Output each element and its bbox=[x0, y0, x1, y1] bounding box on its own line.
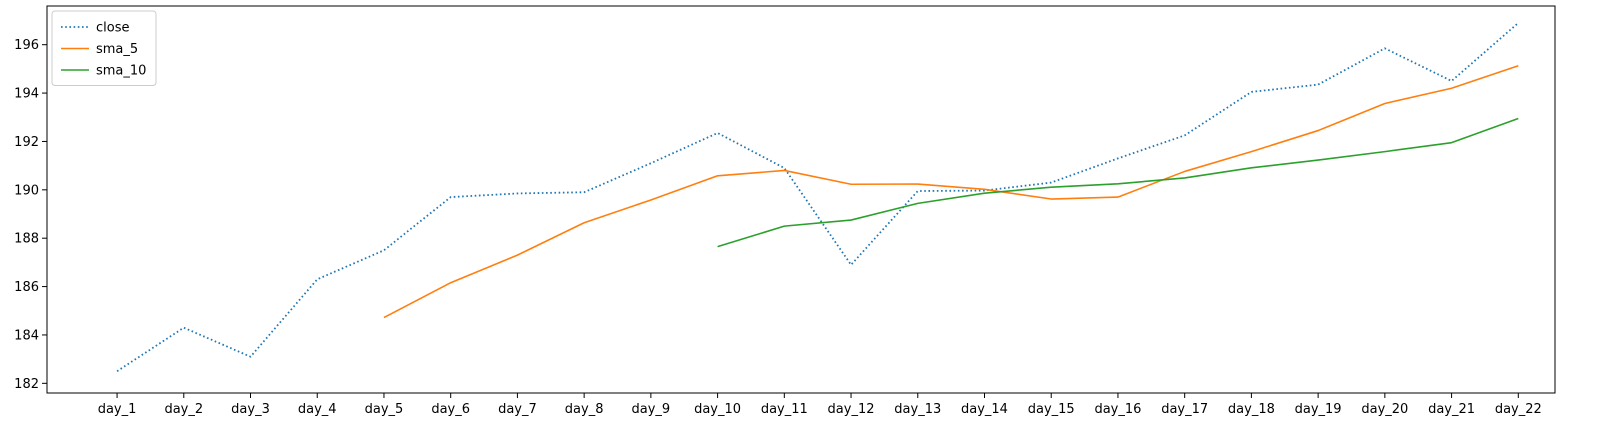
x-tick-label: day_3 bbox=[231, 402, 270, 417]
x-tick-label: day_15 bbox=[1028, 402, 1075, 417]
x-tick-label: day_4 bbox=[298, 402, 337, 417]
x-tick-label: day_21 bbox=[1428, 402, 1475, 417]
x-tick-label: day_2 bbox=[164, 402, 203, 417]
x-axis: day_1 day_2 day_3 day_4 day_5 day_6 day_7 day_8… bbox=[98, 393, 1542, 417]
x-tick-label: day_19 bbox=[1295, 402, 1342, 417]
x-tick-label: day_9 bbox=[632, 402, 671, 417]
y-tick-label: 188 bbox=[14, 232, 39, 247]
y-tick-label: 192 bbox=[14, 135, 39, 150]
x-tick-label: day_12 bbox=[828, 402, 875, 417]
y-tick-label: 194 bbox=[14, 87, 39, 102]
x-tick-label: day_14 bbox=[961, 402, 1008, 417]
legend-label: close bbox=[96, 21, 129, 36]
legend-label: sma_10 bbox=[96, 64, 146, 79]
legend-box bbox=[51, 10, 157, 86]
x-tick-label: day_5 bbox=[365, 402, 404, 417]
series-line-sma-10 bbox=[717, 117, 1519, 248]
legend-label: sma_5 bbox=[96, 42, 138, 57]
x-tick-label: day_20 bbox=[1361, 402, 1408, 417]
series-line-close bbox=[116, 22, 1519, 372]
x-tick-label: day_22 bbox=[1495, 402, 1542, 417]
y-tick-label: 186 bbox=[14, 280, 39, 295]
y-tick-label: 182 bbox=[14, 377, 39, 392]
y-tick-label: 184 bbox=[14, 328, 39, 343]
y-tick-label: 190 bbox=[14, 183, 39, 198]
y-axis: 182 184 186 188 190 192 194 196 bbox=[14, 38, 47, 392]
x-tick-label: day_13 bbox=[894, 402, 941, 417]
legend: close sma_5 sma_10 bbox=[51, 10, 157, 86]
plot-lines bbox=[116, 22, 1519, 372]
x-tick-label: day_10 bbox=[694, 402, 741, 417]
x-tick-label: day_11 bbox=[761, 402, 808, 417]
series-line-sma-5 bbox=[383, 64, 1519, 319]
x-tick-label: day_17 bbox=[1161, 402, 1208, 417]
axes-frame bbox=[46, 5, 1556, 394]
x-tick-label: day_7 bbox=[498, 402, 537, 417]
x-tick-label: day_1 bbox=[98, 402, 137, 417]
x-tick-label: day_18 bbox=[1228, 402, 1275, 417]
x-tick-label: day_16 bbox=[1094, 402, 1141, 417]
y-tick-label: 196 bbox=[14, 38, 39, 53]
x-tick-label: day_8 bbox=[565, 402, 604, 417]
x-tick-label: day_6 bbox=[431, 402, 470, 417]
